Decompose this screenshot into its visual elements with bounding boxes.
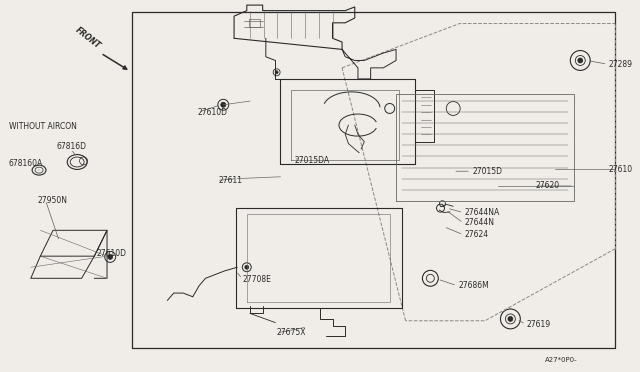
Text: 27619: 27619: [527, 320, 551, 329]
Text: 27708E: 27708E: [243, 275, 271, 283]
Text: 27289: 27289: [609, 60, 633, 69]
Text: 27624: 27624: [465, 230, 489, 239]
Circle shape: [578, 58, 583, 63]
Circle shape: [108, 254, 113, 259]
Text: 27644N: 27644N: [465, 218, 495, 227]
Circle shape: [221, 102, 226, 107]
Bar: [249, 19, 260, 27]
Text: FRONT: FRONT: [74, 26, 102, 51]
Circle shape: [275, 71, 278, 74]
Circle shape: [508, 317, 513, 321]
Text: 27686M: 27686M: [458, 281, 489, 290]
Text: A27*0P0-: A27*0P0-: [545, 356, 577, 363]
Text: 27610D: 27610D: [198, 108, 228, 117]
Text: 27950N: 27950N: [37, 196, 67, 205]
Text: 27610: 27610: [609, 165, 633, 174]
Text: 27611: 27611: [218, 176, 242, 185]
Text: 27610D: 27610D: [96, 249, 126, 258]
Text: WITHOUT AIRCON: WITHOUT AIRCON: [8, 122, 76, 131]
Text: 27644NA: 27644NA: [465, 208, 500, 217]
Text: 27015D: 27015D: [472, 167, 502, 176]
Text: 27015DA: 27015DA: [294, 156, 330, 166]
Circle shape: [244, 265, 249, 269]
Text: 27620: 27620: [536, 182, 560, 190]
Text: 67816D: 67816D: [56, 142, 86, 151]
Text: 678160A: 678160A: [8, 159, 43, 169]
Text: 27675X: 27675X: [276, 328, 306, 337]
